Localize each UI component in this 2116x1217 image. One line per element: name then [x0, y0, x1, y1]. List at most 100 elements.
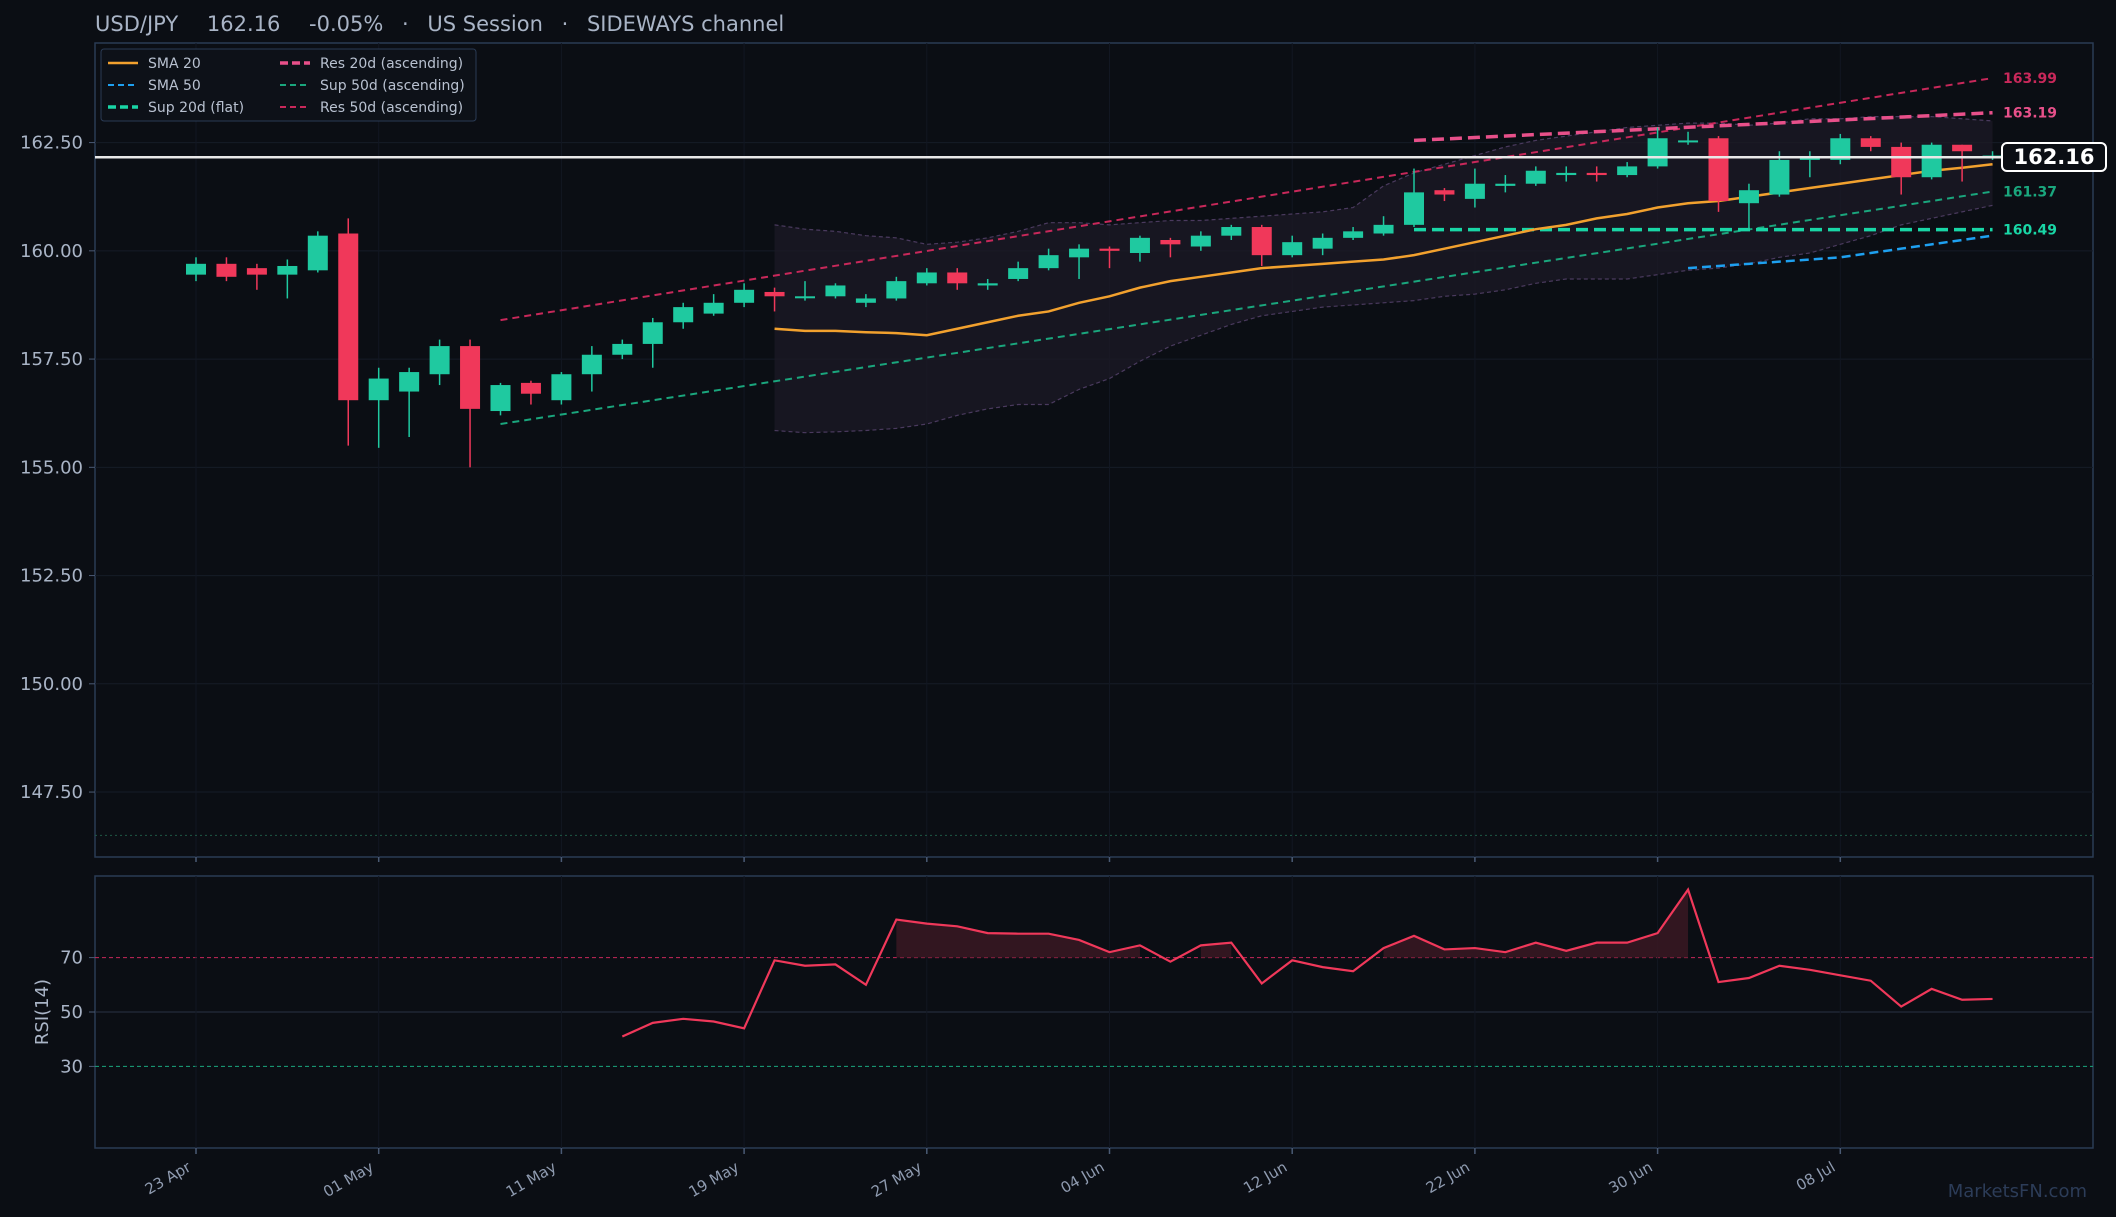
- candle: [795, 281, 815, 301]
- date-tick-label: 08 Jul: [1793, 1158, 1838, 1195]
- candle-body: [1495, 183, 1516, 186]
- change-text: -0.05%: [309, 12, 383, 36]
- symbol-text: USD/JPY: [95, 12, 178, 36]
- rsi-axis-label: RSI(14): [32, 979, 53, 1045]
- candle: [1830, 133, 1851, 165]
- candle-body: [825, 285, 846, 297]
- candle: [1617, 162, 1638, 178]
- bollinger-lower: [774, 204, 1993, 434]
- date-tick-label: 27 May: [868, 1158, 925, 1201]
- candle: [734, 283, 755, 308]
- candle-body: [490, 385, 511, 412]
- candle-body: [1160, 240, 1181, 245]
- candle-body: [703, 302, 724, 314]
- candle-body: [186, 263, 206, 275]
- candle: [338, 218, 359, 446]
- candle-body: [673, 307, 694, 323]
- chart-title: USD/JPY 162.16 -0.05% · US Session · SID…: [95, 12, 784, 36]
- candle-body: [460, 346, 481, 409]
- candle: [642, 317, 663, 368]
- candle-body: [1282, 242, 1303, 256]
- channel-text: SIDEWAYS channel: [587, 12, 784, 36]
- date-tick-label: 12 Jun: [1240, 1158, 1290, 1197]
- candle: [1251, 224, 1272, 266]
- candle-body: [277, 265, 298, 275]
- candle: [1891, 142, 1912, 195]
- rsi-tick-label: 30: [60, 1056, 83, 1077]
- candle: [1921, 142, 1942, 180]
- rsi-tick-label: 50: [60, 1002, 83, 1023]
- level-end-labels: 163.99 163.19 161.37 160.49: [2003, 71, 2057, 239]
- date-tick-label: 04 Jun: [1058, 1158, 1108, 1197]
- candle-body: [855, 298, 876, 303]
- candle-body: [368, 378, 389, 401]
- candle-body: [1708, 138, 1729, 202]
- rsi-overbought-area: [1383, 889, 1689, 958]
- candle-body: [1952, 144, 1973, 152]
- candle-body: [1525, 170, 1546, 184]
- candle-body: [1343, 231, 1364, 238]
- candle: [490, 382, 511, 416]
- candle: [1678, 131, 1699, 145]
- candle: [1343, 227, 1364, 241]
- candle: [246, 263, 267, 290]
- date-tick-label: 30 Jun: [1606, 1158, 1656, 1197]
- candle: [1952, 144, 1973, 182]
- date-tick-label: 19 May: [686, 1158, 743, 1201]
- rsi-line-path: [621, 887, 1993, 1038]
- candle-body: [886, 281, 907, 299]
- candle: [1099, 246, 1120, 269]
- candle-body: [1617, 166, 1638, 176]
- candle-body: [1647, 138, 1668, 167]
- rsi-grid: [95, 876, 2093, 1148]
- candle: [1525, 166, 1546, 186]
- candle: [551, 372, 572, 405]
- price-axis: 147.50 150.00 152.50 155.00 157.50 160.00 162.…: [20, 133, 95, 803]
- candle-body: [1769, 159, 1790, 195]
- date-tick-label: 22 Jun: [1423, 1158, 1473, 1197]
- candle-body: [1464, 183, 1485, 199]
- candle-body: [1312, 237, 1333, 249]
- candle: [1799, 151, 1820, 178]
- res20-line: [1413, 110, 1993, 143]
- candle-body: [399, 372, 420, 392]
- candle-body: [1373, 224, 1394, 234]
- res50-end-label: 163.99: [2003, 71, 2057, 87]
- candle-body: [246, 268, 267, 275]
- candle-body: [1586, 172, 1607, 176]
- watermark: MarketsFN.com: [1948, 1181, 2087, 1202]
- bollinger-upper: [774, 116, 1993, 245]
- candle-body: [520, 382, 541, 394]
- candle: [581, 346, 602, 392]
- candle: [277, 259, 298, 299]
- candle: [1738, 183, 1759, 230]
- moving-averages: [774, 162, 1993, 337]
- candle-body: [1069, 248, 1090, 258]
- rsi-tick-label: 70: [60, 948, 83, 969]
- price-tick-label: 157.50: [20, 349, 83, 370]
- rsi-overbought-area: [896, 919, 1140, 958]
- candle: [855, 294, 876, 308]
- candle: [368, 367, 389, 448]
- legend-label-sma50: SMA 50: [148, 78, 201, 94]
- price-tick-label: 160.00: [20, 241, 83, 262]
- candle: [612, 339, 633, 360]
- candle-body: [1830, 138, 1851, 160]
- price-panel: 147.50 150.00 152.50 155.00 157.50 160.00 162.…: [20, 42, 2107, 858]
- candle: [1008, 261, 1029, 282]
- legend-label-res50: Res 50d (ascending): [320, 100, 463, 116]
- candle: [216, 257, 237, 282]
- sma20-line: [774, 162, 1993, 337]
- candle: [977, 278, 998, 290]
- sup20-end-label: 160.49: [2003, 223, 2057, 239]
- candle-body: [1556, 172, 1577, 176]
- candle-body: [795, 296, 815, 299]
- candle: [886, 276, 907, 301]
- price-text: 162.16: [207, 12, 280, 36]
- candle-body: [734, 289, 755, 303]
- candle-body: [1099, 248, 1120, 251]
- candle-body: [1129, 237, 1150, 253]
- price-tick-label: 147.50: [20, 782, 83, 803]
- candle: [703, 294, 724, 316]
